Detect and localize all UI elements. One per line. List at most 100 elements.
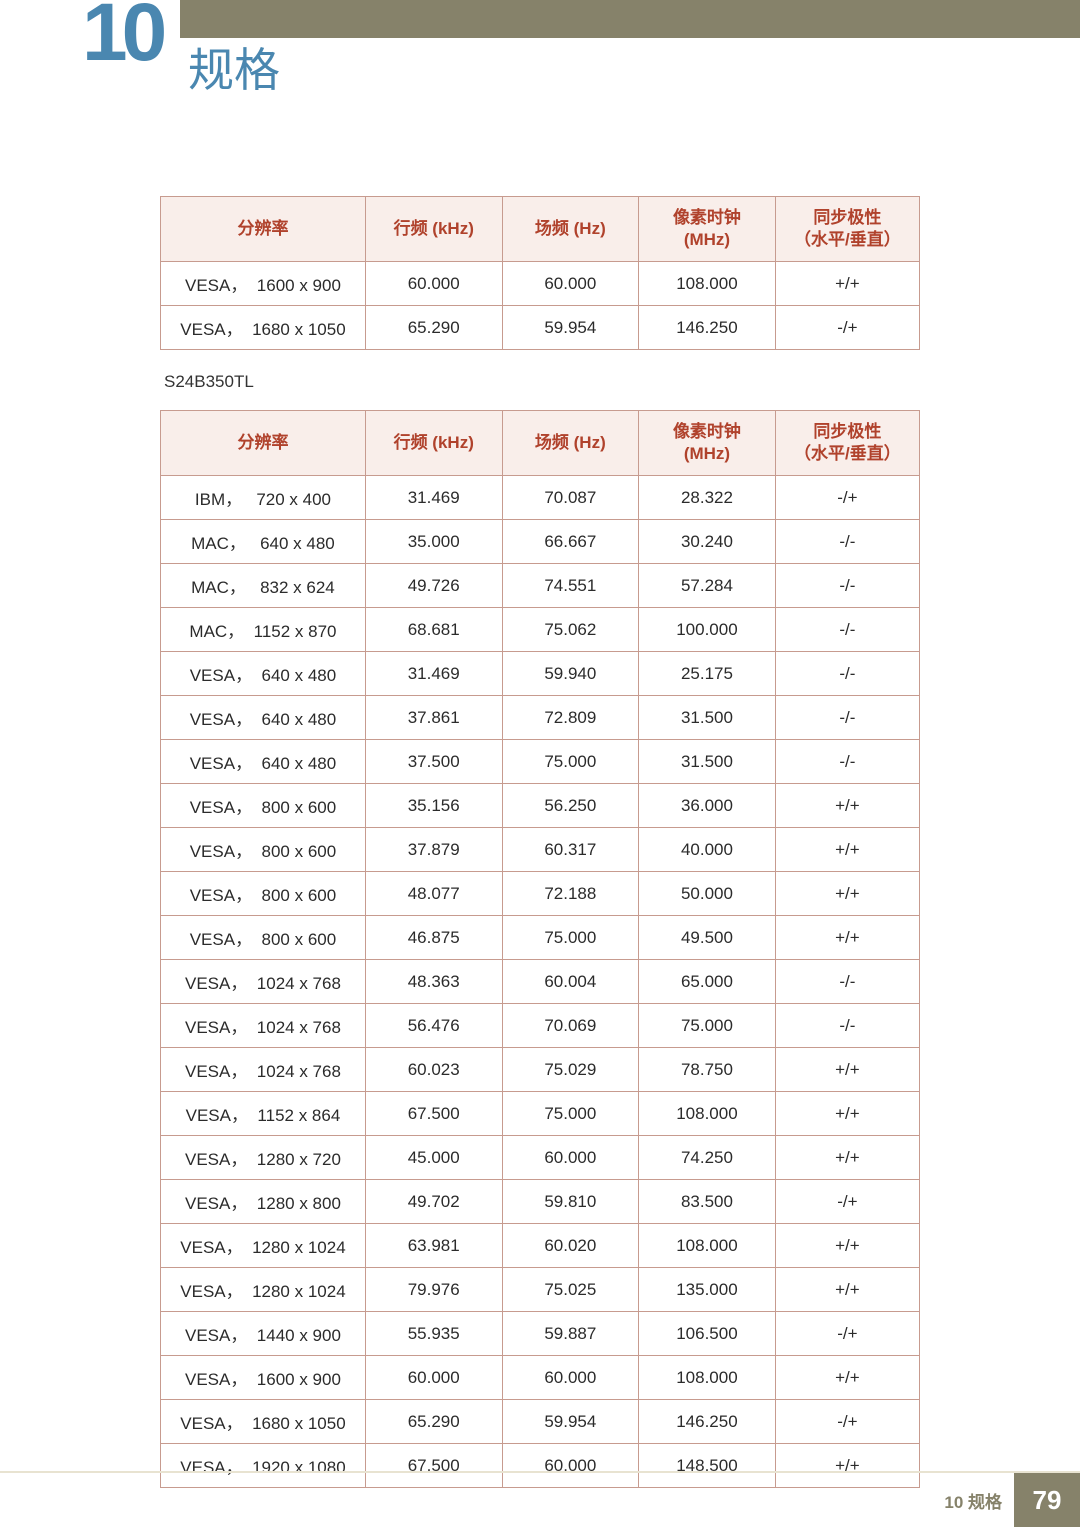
- cell-sync: +/+: [775, 784, 919, 828]
- cell-resolution: MAC， 1152 x 870: [161, 608, 366, 652]
- cell-sync: +/+: [775, 1136, 919, 1180]
- col-pixelclock-top: 像素时钟: [673, 208, 741, 227]
- cell-resolution: VESA， 640 x 480: [161, 652, 366, 696]
- cell-vfreq: 70.069: [502, 1004, 639, 1048]
- cell-vfreq: 75.000: [502, 740, 639, 784]
- col-vfreq: 场频 (Hz): [502, 197, 639, 262]
- col-pixelclock-unit: (MHz): [684, 230, 730, 249]
- cell-resolution: VESA， 1440 x 900: [161, 1312, 366, 1356]
- cell-resolution: MAC， 640 x 480: [161, 520, 366, 564]
- cell-hfreq: 55.935: [365, 1312, 502, 1356]
- cell-hfreq: 79.976: [365, 1268, 502, 1312]
- footer-section-label: 10 规格: [944, 1488, 1002, 1513]
- cell-sync: -/+: [775, 1180, 919, 1224]
- cell-sync: +/+: [775, 872, 919, 916]
- cell-pixelclock: 100.000: [639, 608, 776, 652]
- cell-sync: +/+: [775, 262, 919, 306]
- cell-sync: +/+: [775, 1356, 919, 1400]
- content-area: 分辨率 行频 (kHz) 场频 (Hz) 像素时钟 (MHz) 同步极性 （水平…: [160, 196, 920, 1488]
- cell-hfreq: 35.156: [365, 784, 502, 828]
- cell-vfreq: 75.025: [502, 1268, 639, 1312]
- table-row: VESA， 800 x 60048.07772.18850.000+/+: [161, 872, 920, 916]
- table-row: VESA， 800 x 60037.87960.31740.000+/+: [161, 828, 920, 872]
- cell-vfreq: 75.000: [502, 916, 639, 960]
- table-row: VESA， 1024 x 76856.47670.06975.000-/-: [161, 1004, 920, 1048]
- cell-sync: +/+: [775, 1224, 919, 1268]
- cell-pixelclock: 146.250: [639, 1400, 776, 1444]
- cell-hfreq: 37.879: [365, 828, 502, 872]
- cell-resolution: VESA， 1024 x 768: [161, 1004, 366, 1048]
- cell-pixelclock: 146.250: [639, 306, 776, 350]
- cell-hfreq: 65.290: [365, 306, 502, 350]
- col-resolution: 分辨率: [161, 197, 366, 262]
- col-hfreq: 行频 (kHz): [365, 411, 502, 476]
- page-number: 79: [1014, 1473, 1080, 1527]
- cell-hfreq: 49.726: [365, 564, 502, 608]
- cell-resolution: VESA， 640 x 480: [161, 696, 366, 740]
- col-pixelclock: 像素时钟 (MHz): [639, 197, 776, 262]
- cell-vfreq: 75.062: [502, 608, 639, 652]
- cell-resolution: VESA， 1600 x 900: [161, 262, 366, 306]
- col-sync: 同步极性 （水平/垂直）: [775, 411, 919, 476]
- cell-hfreq: 60.000: [365, 262, 502, 306]
- cell-hfreq: 48.077: [365, 872, 502, 916]
- cell-resolution: VESA， 1600 x 900: [161, 1356, 366, 1400]
- cell-sync: -/-: [775, 740, 919, 784]
- cell-hfreq: 48.363: [365, 960, 502, 1004]
- cell-pixelclock: 30.240: [639, 520, 776, 564]
- cell-pixelclock: 50.000: [639, 872, 776, 916]
- col-sync-top: 同步极性: [813, 422, 881, 441]
- col-sync-sub: （水平/垂直）: [794, 444, 901, 463]
- col-resolution: 分辨率: [161, 411, 366, 476]
- table-row: VESA， 1280 x 102463.98160.020108.000+/+: [161, 1224, 920, 1268]
- cell-hfreq: 31.469: [365, 652, 502, 696]
- cell-sync: +/+: [775, 1092, 919, 1136]
- table-row: VESA， 1280 x 72045.00060.00074.250+/+: [161, 1136, 920, 1180]
- cell-pixelclock: 78.750: [639, 1048, 776, 1092]
- cell-sync: +/+: [775, 1268, 919, 1312]
- cell-hfreq: 49.702: [365, 1180, 502, 1224]
- cell-resolution: VESA， 1680 x 1050: [161, 306, 366, 350]
- cell-pixelclock: 31.500: [639, 696, 776, 740]
- cell-vfreq: 66.667: [502, 520, 639, 564]
- cell-sync: -/+: [775, 476, 919, 520]
- table-row: VESA， 640 x 48037.50075.00031.500-/-: [161, 740, 920, 784]
- chapter-number: 10: [82, 0, 161, 80]
- cell-hfreq: 60.023: [365, 1048, 502, 1092]
- cell-resolution: VESA， 1280 x 800: [161, 1180, 366, 1224]
- table-row: VESA， 1680 x 105065.29059.954146.250-/+: [161, 306, 920, 350]
- col-pixelclock-unit: (MHz): [684, 444, 730, 463]
- cell-vfreq: 70.087: [502, 476, 639, 520]
- cell-hfreq: 56.476: [365, 1004, 502, 1048]
- cell-sync: +/+: [775, 828, 919, 872]
- cell-sync: -/+: [775, 1400, 919, 1444]
- cell-vfreq: 60.000: [502, 262, 639, 306]
- cell-pixelclock: 49.500: [639, 916, 776, 960]
- cell-resolution: VESA， 640 x 480: [161, 740, 366, 784]
- cell-pixelclock: 25.175: [639, 652, 776, 696]
- table-row: VESA， 1280 x 102479.97675.025135.000+/+: [161, 1268, 920, 1312]
- cell-vfreq: 59.940: [502, 652, 639, 696]
- cell-vfreq: 72.809: [502, 696, 639, 740]
- cell-pixelclock: 135.000: [639, 1268, 776, 1312]
- cell-pixelclock: 31.500: [639, 740, 776, 784]
- cell-resolution: VESA， 1024 x 768: [161, 1048, 366, 1092]
- cell-resolution: VESA， 1280 x 720: [161, 1136, 366, 1180]
- cell-vfreq: 60.020: [502, 1224, 639, 1268]
- cell-resolution: VESA， 1024 x 768: [161, 960, 366, 1004]
- col-hfreq: 行频 (kHz): [365, 197, 502, 262]
- cell-resolution: VESA， 800 x 600: [161, 916, 366, 960]
- table-row: VESA， 1680 x 105065.29059.954146.250-/+: [161, 1400, 920, 1444]
- cell-resolution: VESA， 1680 x 1050: [161, 1400, 366, 1444]
- table-row: VESA， 1280 x 80049.70259.81083.500-/+: [161, 1180, 920, 1224]
- table-row: VESA， 1440 x 90055.93559.887106.500-/+: [161, 1312, 920, 1356]
- table-row: MAC， 1152 x 87068.68175.062100.000-/-: [161, 608, 920, 652]
- cell-hfreq: 63.981: [365, 1224, 502, 1268]
- cell-resolution: VESA， 1152 x 864: [161, 1092, 366, 1136]
- cell-vfreq: 72.188: [502, 872, 639, 916]
- model-label: S24B350TL: [164, 372, 920, 392]
- cell-vfreq: 59.954: [502, 306, 639, 350]
- cell-vfreq: 75.029: [502, 1048, 639, 1092]
- table-row: VESA， 1024 x 76860.02375.02978.750+/+: [161, 1048, 920, 1092]
- cell-sync: -/+: [775, 306, 919, 350]
